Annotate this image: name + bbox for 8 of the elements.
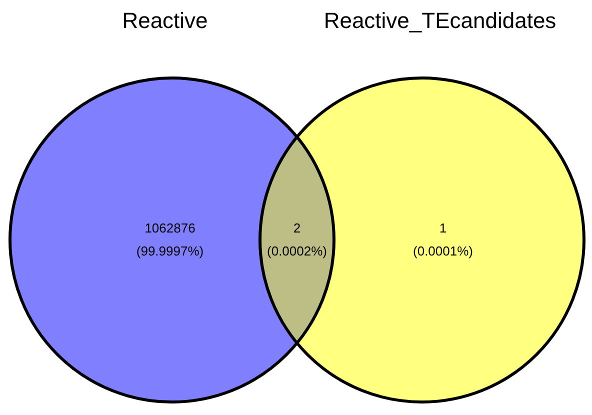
data-label: 2 — [293, 220, 301, 236]
text: Reactive — [122, 8, 208, 34]
data-label: 1062876 — [144, 220, 196, 236]
text: (99.9997%) — [136, 244, 204, 259]
text: (0.0002%) — [267, 244, 327, 259]
text: Reactive_TEcandidates — [324, 8, 556, 34]
data-label: 1 — [439, 220, 447, 236]
text: (0.0001%) — [413, 244, 473, 259]
